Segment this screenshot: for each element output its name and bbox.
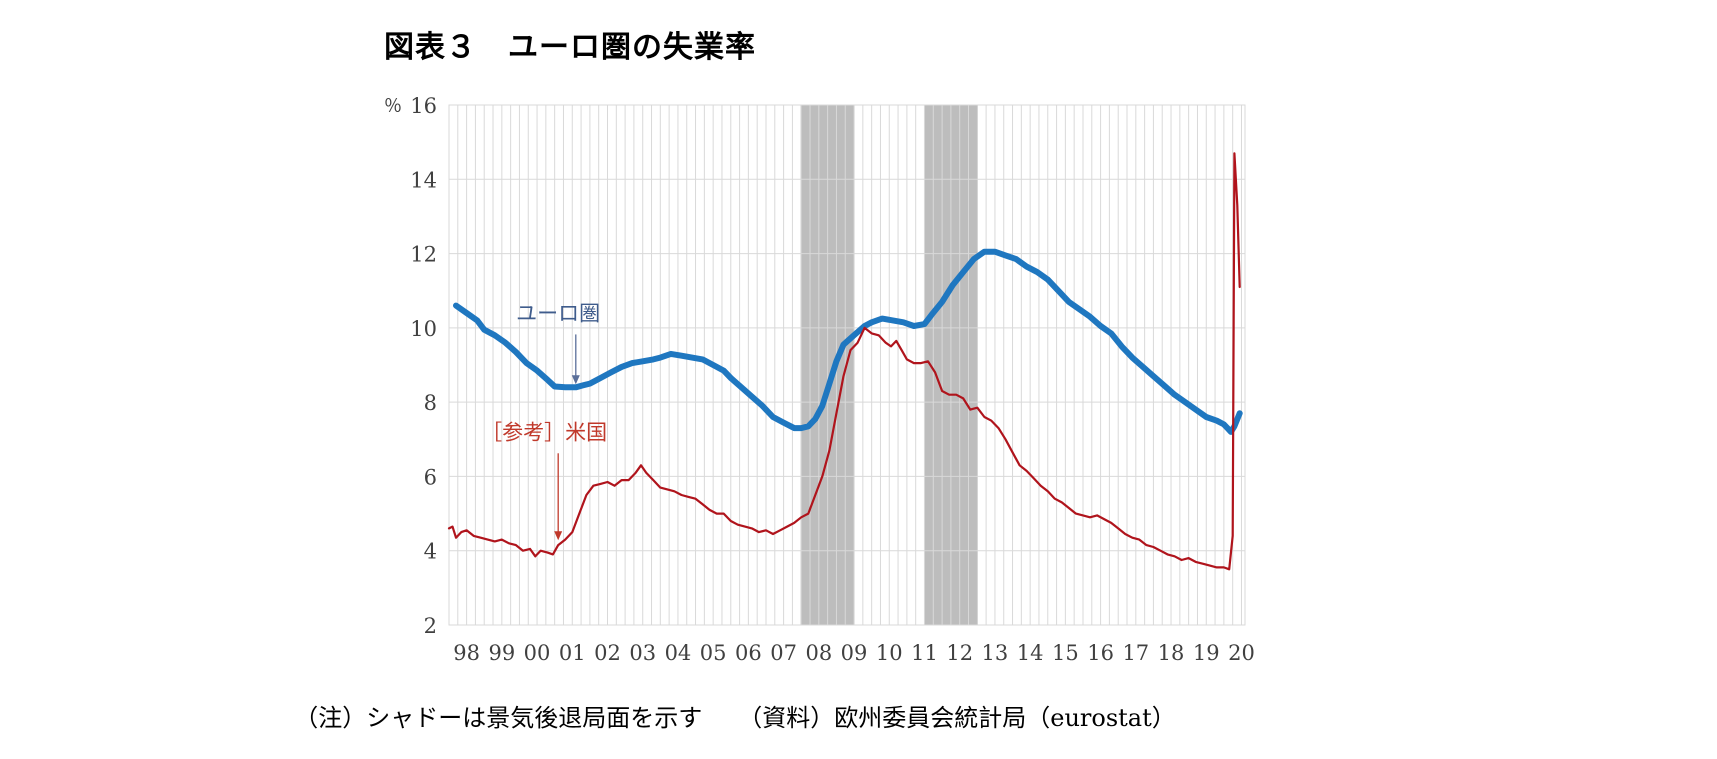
x-tick-label: 06 <box>735 641 762 665</box>
y-tick-label: 10 <box>410 317 437 341</box>
x-tick-label: 07 <box>770 641 797 665</box>
x-tick-label: 99 <box>488 641 515 665</box>
x-tick-label: 09 <box>841 641 868 665</box>
x-tick-label: 03 <box>629 641 656 665</box>
x-tick-label: 08 <box>805 641 832 665</box>
x-tick-label: 15 <box>1052 641 1079 665</box>
y-tick-label: 2 <box>424 614 437 638</box>
y-tick-label: 6 <box>424 465 437 489</box>
x-tick-label: 05 <box>700 641 727 665</box>
x-tick-label: 02 <box>594 641 621 665</box>
x-tick-label: 11 <box>911 641 938 665</box>
x-tick-label: 10 <box>876 641 903 665</box>
series-lines <box>447 152 1243 571</box>
annotation-arrowhead <box>554 531 563 541</box>
y-tick-label: 4 <box>424 540 437 564</box>
series-line-eurozone <box>453 248 1243 435</box>
y-unit-label: ％ <box>384 96 402 117</box>
x-tick-label: 01 <box>559 641 586 665</box>
annotation-label: ［参考］米国 <box>481 420 607 444</box>
annotation-label: ユーロ圏 <box>516 301 600 325</box>
x-tick-label: 04 <box>665 641 692 665</box>
series-line-us <box>447 152 1241 571</box>
x-tick-label: 17 <box>1122 641 1149 665</box>
annotations: ユーロ圏 ［参考］米国 <box>481 301 607 541</box>
grid <box>448 104 1246 626</box>
footnote: （注）シャドーは景気後退局面を示す （資料）欧州委員会統計局（eurostat） <box>294 704 1176 732</box>
x-tick-label: 98 <box>453 641 480 665</box>
y-tick-label: 8 <box>424 391 437 415</box>
unemployment-chart: 2 4 6 8 10 12 14 16 ％ 98 99 00 01 02 03 04 05 06 07 08 09 10 1… <box>384 94 1255 665</box>
x-tick-label: 19 <box>1193 641 1220 665</box>
plot-border <box>448 104 1246 626</box>
annotation-arrowhead <box>571 375 580 385</box>
chart-title: 図表３ ユーロ圏の失業率 <box>384 30 756 65</box>
x-tick-label: 14 <box>1017 641 1044 665</box>
x-tick-label: 13 <box>982 641 1009 665</box>
axes: 2 4 6 8 10 12 14 16 ％ 98 99 00 01 02 03 04 05 06 07 08 09 10 1… <box>384 94 1255 665</box>
y-tick-label: 14 <box>410 168 437 192</box>
x-tick-label: 20 <box>1228 641 1255 665</box>
y-tick-label: 16 <box>410 94 437 118</box>
x-tick-label: 16 <box>1087 641 1114 665</box>
y-tick-label: 12 <box>410 243 437 267</box>
x-tick-label: 18 <box>1158 641 1185 665</box>
x-tick-label: 00 <box>524 641 551 665</box>
x-tick-label: 12 <box>946 641 973 665</box>
